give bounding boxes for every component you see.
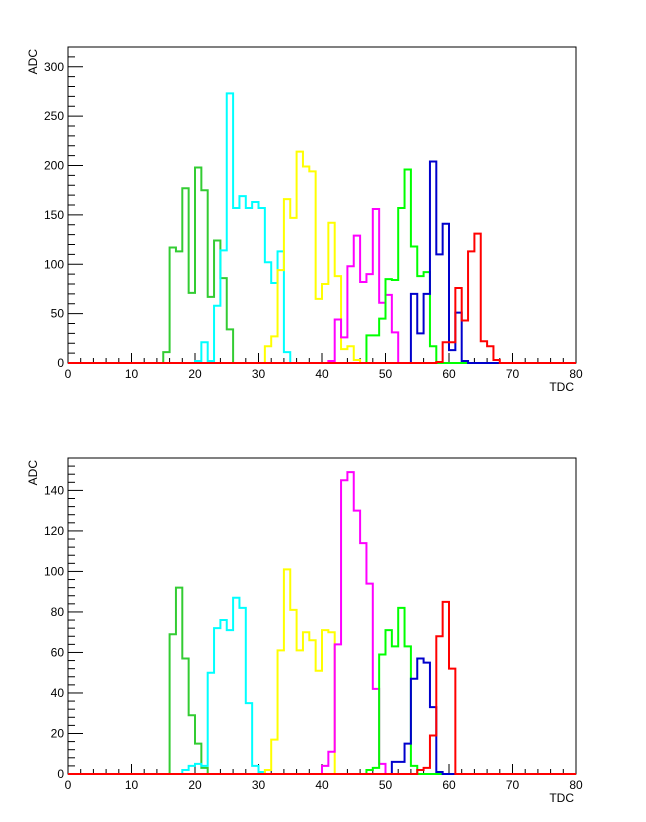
bottom-histogram-panel: 0 10 20 30 40 50 60 70 80 0 20 40 60 80 100 120 140 TDC AD… <box>26 457 583 805</box>
y-tick-label: 250 <box>44 109 64 123</box>
plot-frame <box>67 457 577 775</box>
x-tick-label: 50 <box>379 367 393 381</box>
y-tick-label: 0 <box>57 767 64 781</box>
x-tick-label: 20 <box>188 778 202 792</box>
histogram-series-2 <box>68 150 576 364</box>
x-tick-label: 40 <box>315 778 329 792</box>
y-tick-label: 200 <box>44 159 64 173</box>
y-tick-label: 300 <box>44 60 64 74</box>
y-tick-label: 100 <box>44 257 64 271</box>
histogram-series-1 <box>68 92 576 364</box>
x-tick-label: 20 <box>188 367 202 381</box>
y-axis-label: ADC <box>26 49 40 75</box>
x-tick-label: 10 <box>125 367 139 381</box>
histogram-series-6 <box>68 232 576 364</box>
x-tick-label: 60 <box>442 778 456 792</box>
x-tick-label: 70 <box>506 367 520 381</box>
histogram-series-0 <box>68 166 576 364</box>
x-tick-label: 0 <box>65 778 72 792</box>
histogram-series-3 <box>68 471 576 775</box>
y-tick-label: 50 <box>51 307 65 321</box>
x-tick-label: 10 <box>125 778 139 792</box>
x-tick-label: 50 <box>379 778 393 792</box>
x-tick-label: 30 <box>252 367 266 381</box>
y-tick-label: 140 <box>44 483 64 497</box>
y-tick-label: 0 <box>57 356 64 370</box>
x-axis-label: TDC <box>549 380 574 394</box>
x-tick-label: 40 <box>315 367 329 381</box>
y-tick-label: 80 <box>51 605 65 619</box>
top-histogram-panel: 0 10 20 30 40 50 60 70 80 0 50 100 150 200 250 300 TDC AD… <box>26 46 583 394</box>
histogram-series-4 <box>68 168 576 364</box>
y-tick-label: 100 <box>44 564 64 578</box>
histogram-series-0 <box>68 586 576 775</box>
y-tick-label: 150 <box>44 208 64 222</box>
histogram-series-5 <box>68 657 576 775</box>
histogram-series-2 <box>68 568 576 775</box>
histogram-series-5 <box>68 160 576 364</box>
x-tick-label: 70 <box>506 778 520 792</box>
y-tick-label: 40 <box>51 686 65 700</box>
y-tick-label: 20 <box>51 726 65 740</box>
histogram-series-6 <box>68 600 576 775</box>
histogram-series-1 <box>68 596 576 775</box>
y-axis-label: ADC <box>26 460 40 486</box>
x-tick-label: 80 <box>569 367 583 381</box>
x-tick-label: 80 <box>569 778 583 792</box>
x-tick-label: 60 <box>442 367 456 381</box>
y-tick-label: 60 <box>51 645 65 659</box>
y-tick-label: 120 <box>44 524 64 538</box>
x-tick-label: 0 <box>65 367 72 381</box>
plot-frame <box>67 46 577 364</box>
x-axis-label: TDC <box>549 791 574 805</box>
x-tick-label: 30 <box>252 778 266 792</box>
